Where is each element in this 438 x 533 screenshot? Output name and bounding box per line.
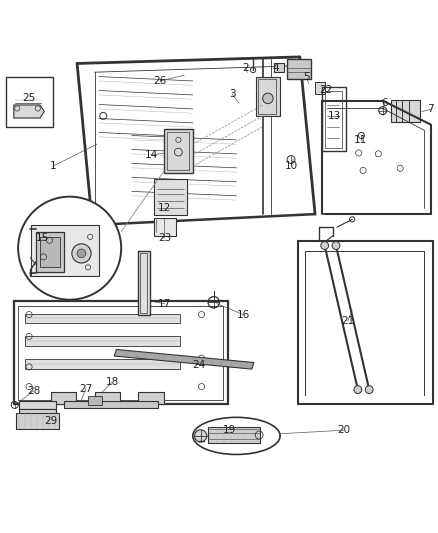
Text: 29: 29 [44,416,57,426]
Text: 15: 15 [35,233,49,243]
Bar [274,62,285,72]
Bar [95,392,120,404]
Ellipse shape [193,417,280,455]
Circle shape [72,244,91,263]
Bar [40,237,60,268]
Bar [35,232,64,272]
Bar [141,253,148,313]
Circle shape [18,197,121,300]
Text: 4: 4 [272,63,279,73]
Text: 6: 6 [381,98,388,108]
Text: 10: 10 [284,161,297,171]
Text: 20: 20 [337,425,350,435]
Text: 5: 5 [303,71,310,82]
Polygon shape [114,350,254,369]
Text: 17: 17 [158,298,171,309]
Bar [64,401,158,408]
Text: 23: 23 [158,233,171,243]
Bar [25,336,180,346]
Circle shape [321,241,328,249]
Text: 28: 28 [27,386,40,396]
Polygon shape [14,105,44,118]
Text: 16: 16 [237,310,250,319]
Text: 24: 24 [193,360,206,370]
Bar [6,77,53,127]
Bar [51,392,76,404]
Bar [138,251,150,316]
Circle shape [194,430,207,442]
Bar [256,77,280,116]
Text: 3: 3 [229,89,235,99]
Bar [31,224,99,276]
Bar [154,219,176,236]
Text: 12: 12 [158,203,171,213]
Text: 19: 19 [223,425,237,435]
Bar [16,413,59,429]
Circle shape [263,93,273,103]
Text: 22: 22 [319,85,332,95]
Text: 25: 25 [22,93,36,103]
Bar [25,359,180,369]
Bar [88,395,102,405]
Circle shape [332,241,340,249]
Text: 26: 26 [153,76,167,86]
Bar [164,129,193,173]
Bar [19,401,56,409]
Bar [138,392,163,404]
Bar [167,133,189,169]
Bar [287,59,311,79]
Bar [154,179,187,215]
Bar [321,87,346,151]
Text: 27: 27 [79,384,92,394]
Text: 2: 2 [242,63,248,73]
Bar [19,409,56,417]
Bar [325,91,342,148]
Bar [208,427,261,443]
Bar [258,79,276,114]
Text: 11: 11 [354,135,367,145]
Text: 18: 18 [106,377,119,387]
Text: 14: 14 [145,150,158,160]
Text: 21: 21 [341,316,354,326]
Bar [18,306,223,400]
Circle shape [354,386,362,393]
Bar [315,82,325,94]
Circle shape [77,249,86,258]
Bar [392,100,420,123]
Text: 7: 7 [427,104,434,114]
Text: 1: 1 [50,161,57,171]
Bar [25,313,180,323]
Text: 13: 13 [328,111,341,121]
Circle shape [365,386,373,393]
Bar [14,302,228,404]
